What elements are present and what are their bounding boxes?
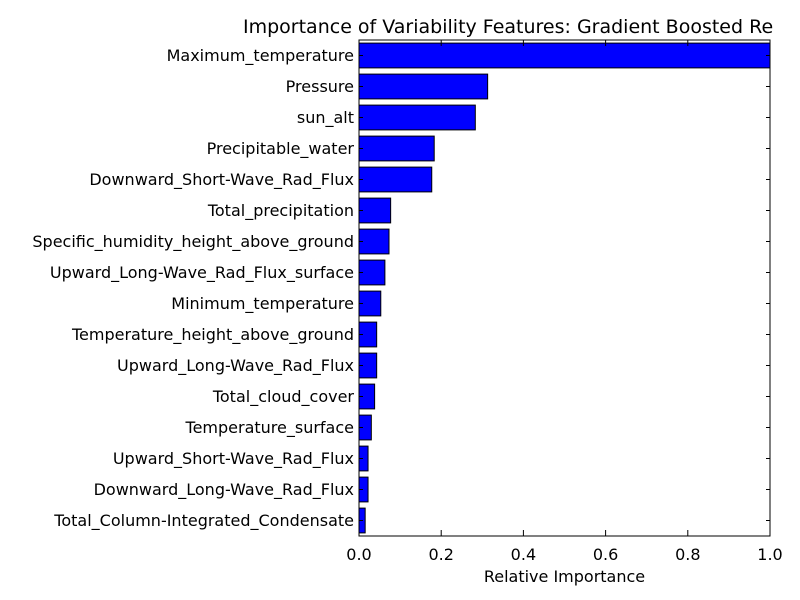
bar-5 (358, 197, 392, 224)
category-label-7: Upward_Long-Wave_Rad_Flux_surface (50, 263, 354, 283)
category-label-12: Temperature_surface (185, 418, 354, 438)
category-label-3: Precipitable_water (207, 139, 355, 159)
x-tick-label-5: 1.0 (757, 545, 782, 564)
category-label-14: Downward_Long-Wave_Rad_Flux (94, 480, 354, 500)
chart-title: Importance of Variability Features: Grad… (243, 16, 773, 38)
bar-4 (358, 166, 433, 193)
bar-3 (358, 135, 435, 162)
bar-0 (358, 42, 771, 69)
ticks-group (358, 40, 771, 536)
x-tick-label-2: 0.4 (511, 545, 536, 564)
x-tick-labels: 0.0 0.2 0.4 0.6 0.8 1.0 (346, 545, 782, 564)
category-label-4: Downward_Short-Wave_Rad_Flux (89, 170, 354, 190)
category-label-10: Upward_Long-Wave_Rad_Flux (117, 356, 354, 376)
category-labels: Maximum_temperature Pressure sun_alt Precip… (32, 46, 354, 531)
bars-group (358, 42, 771, 534)
category-label-8: Minimum_temperature (171, 294, 354, 314)
plot-frame (358, 39, 771, 537)
x-tick-label-3: 0.6 (593, 545, 618, 564)
bar-2 (358, 104, 476, 131)
category-label-6: Specific_humidity_height_above_ground (32, 232, 354, 252)
category-label-15: Total_Column-Integrated_Condensate (53, 511, 354, 531)
category-label-0: Maximum_temperature (167, 46, 354, 66)
bar-6 (358, 228, 390, 255)
x-tick-label-0: 0.0 (346, 545, 371, 564)
bar-1 (358, 73, 489, 100)
category-label-11: Total_cloud_cover (212, 387, 355, 407)
category-label-2: sun_alt (297, 108, 354, 128)
x-tick-label-1: 0.2 (428, 545, 453, 564)
category-label-9: Temperature_height_above_ground (71, 325, 354, 345)
category-label-13: Upward_Short-Wave_Rad_Flux (113, 449, 354, 469)
x-tick-label-4: 0.8 (675, 545, 700, 564)
category-label-1: Pressure (286, 77, 354, 96)
x-axis-label: Relative Importance (484, 567, 645, 586)
category-label-5: Total_precipitation (207, 201, 354, 221)
